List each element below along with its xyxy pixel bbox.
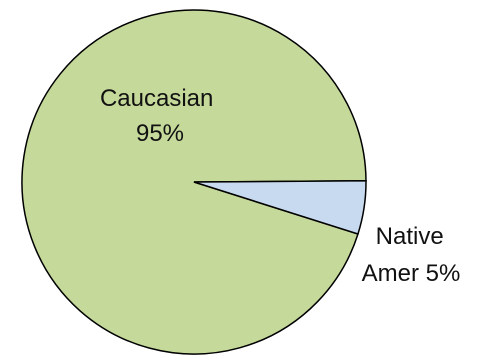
pie-slice-native-amer — [193, 180, 367, 235]
slice-label-native-amer-name: Native — [376, 223, 444, 250]
slice-label-caucasian-percent: 95% — [136, 120, 184, 147]
pie-slices — [21, 9, 367, 355]
slice-label-caucasian: Caucasian 95% — [100, 85, 220, 147]
slice-label-caucasian-name: Caucasian — [100, 85, 213, 112]
slice-label-native-amer-percent: Amer 5% — [362, 260, 461, 287]
pie-data-labels: Caucasian 95% Native Amer 5% — [100, 85, 460, 287]
slice-label-native-amer: Native Amer 5% — [362, 223, 461, 287]
